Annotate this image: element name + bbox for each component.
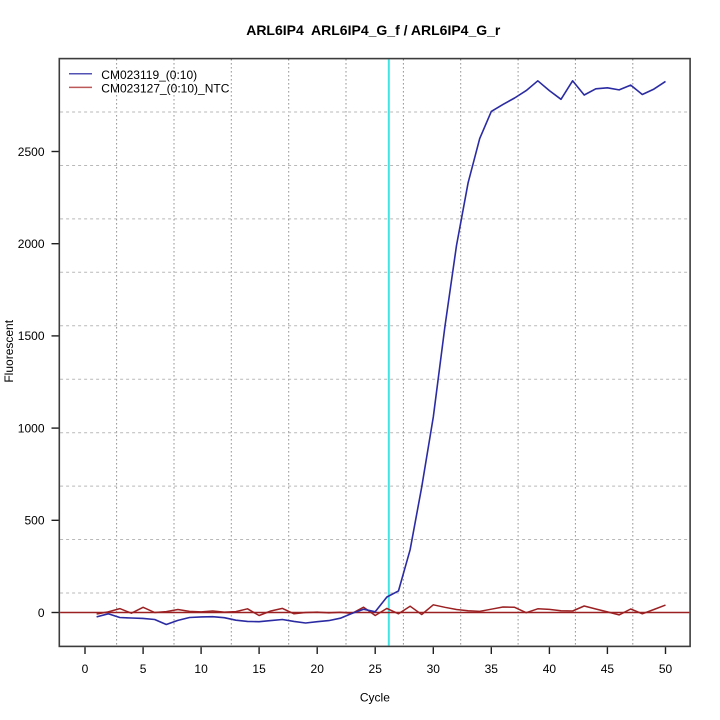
- svg-text:500: 500: [24, 514, 44, 528]
- svg-text:1500: 1500: [18, 329, 45, 343]
- svg-text:50: 50: [659, 662, 673, 676]
- svg-text:1000: 1000: [18, 421, 45, 435]
- svg-text:0: 0: [38, 606, 45, 620]
- svg-text:15: 15: [252, 662, 266, 676]
- svg-text:30: 30: [427, 662, 441, 676]
- svg-text:2000: 2000: [18, 237, 45, 251]
- svg-text:40: 40: [543, 662, 557, 676]
- svg-text:2500: 2500: [18, 145, 45, 159]
- svg-text:35: 35: [485, 662, 499, 676]
- svg-text:Cycle: Cycle: [360, 690, 390, 704]
- svg-text:0: 0: [82, 662, 89, 676]
- svg-text:CM023119_(0:10): CM023119_(0:10): [101, 68, 197, 82]
- svg-text:5: 5: [140, 662, 147, 676]
- svg-text:10: 10: [194, 662, 208, 676]
- svg-text:25: 25: [369, 662, 383, 676]
- svg-text:CM023127_(0:10)_NTC: CM023127_(0:10)_NTC: [101, 81, 229, 95]
- svg-text:20: 20: [311, 662, 325, 676]
- svg-text:45: 45: [601, 662, 615, 676]
- svg-text:ARL6IP4 ARL6IP4_G_f / ARL6IP4: ARL6IP4 ARL6IP4_G_f / ARL6IP4_G_r: [246, 22, 501, 38]
- svg-text:Fluorescent: Fluorescent: [2, 319, 16, 382]
